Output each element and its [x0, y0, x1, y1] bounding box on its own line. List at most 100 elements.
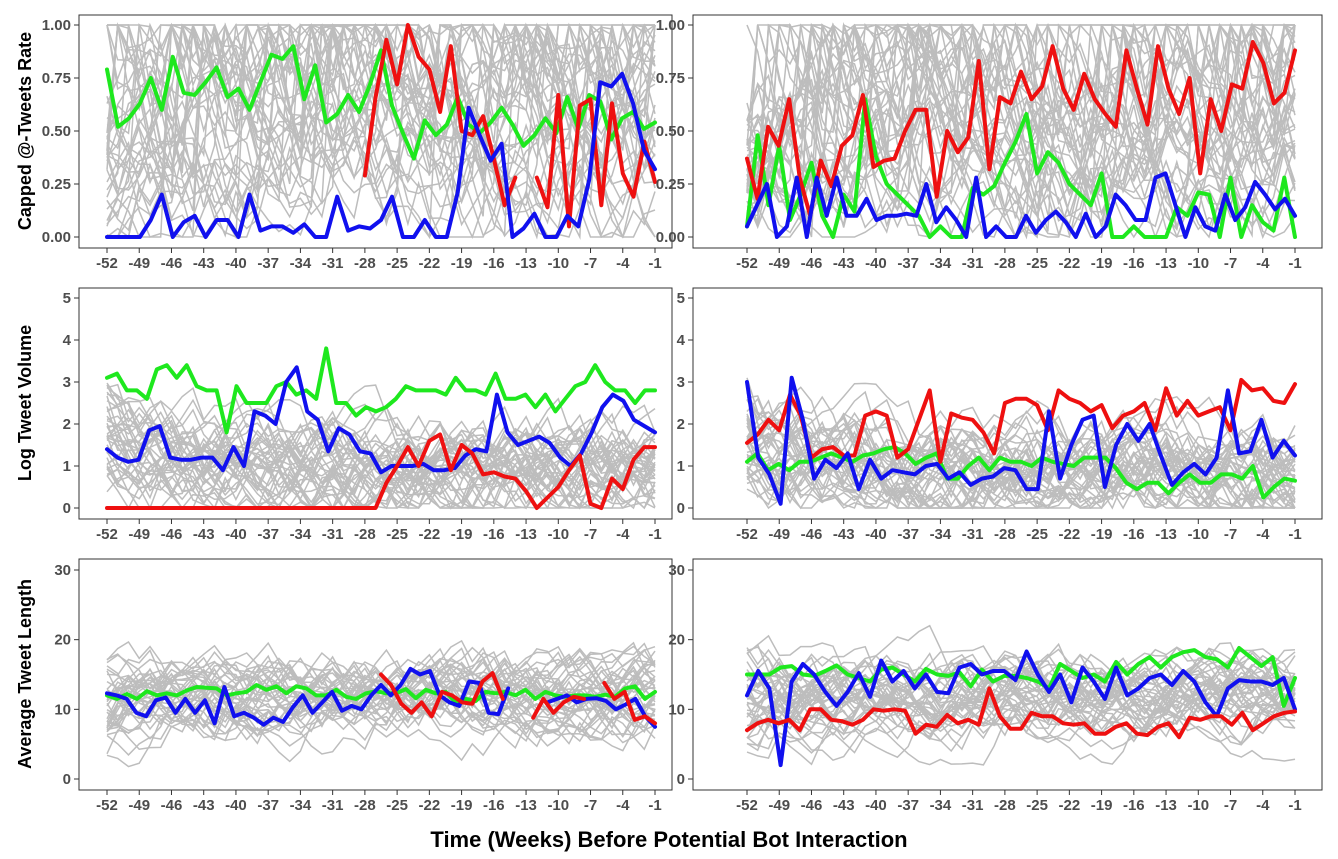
background-line	[746, 652, 1296, 729]
background-line	[746, 651, 1296, 744]
background-line	[106, 384, 656, 510]
background-line	[746, 23, 1296, 206]
x-tick-label: -52	[96, 255, 118, 272]
x-tick-label: -31	[962, 255, 984, 272]
x-tick-label: -13	[515, 255, 537, 272]
y-tick-label: 5	[677, 290, 685, 307]
x-tick-label: -34	[290, 797, 312, 814]
y-tick-label: 0.25	[42, 176, 71, 193]
x-tick-label: -49	[128, 255, 150, 272]
x-tick-label: -25	[1026, 255, 1048, 272]
y-tick-label: 30	[668, 562, 685, 579]
x-tick-label: -22	[419, 797, 441, 814]
x-tick-label: -16	[483, 526, 505, 543]
x-tick-label: -43	[833, 797, 855, 814]
background-line	[746, 423, 1296, 497]
x-tick-label: -25	[1026, 797, 1048, 814]
background-line	[106, 651, 656, 742]
background-line	[746, 432, 1296, 509]
x-tick-label: -10	[1187, 526, 1209, 543]
background-line	[746, 395, 1296, 500]
panel-1-1: -52 -49 -46 -43 -40 -37 -34 -31 -28 -25 -22 -19 -16-…	[677, 287, 1323, 543]
x-tick-label: -7	[584, 526, 597, 543]
y-axis-label: Capped @-Tweets Rate	[15, 32, 35, 230]
x-tick-label: -31	[962, 797, 984, 814]
x-tick-label: -40	[225, 255, 247, 272]
x-tick-label: -28	[354, 526, 376, 543]
y-tick-label: 0.75	[42, 70, 71, 87]
x-tick-label: -22	[419, 255, 441, 272]
y-tick-label: 0.50	[42, 123, 71, 140]
x-tick-label: -13	[515, 526, 537, 543]
background-line	[746, 664, 1296, 766]
background-line	[746, 22, 1296, 239]
background-line	[106, 421, 656, 510]
y-tick-label: 0	[677, 500, 685, 517]
x-tick-label: -31	[322, 797, 344, 814]
x-tick-label: -16	[1123, 526, 1145, 543]
background-line	[106, 22, 656, 208]
x-tick-label: -43	[833, 255, 855, 272]
x-tick-label: -28	[994, 255, 1016, 272]
x-tick-label: -7	[584, 255, 597, 272]
x-tick-label: -37	[257, 526, 279, 543]
panel-2-0: -52 -49 -46 -43 -40 -37 -34 -31 -28 -25 -22 -19 -16-…	[54, 558, 673, 814]
series-line-red	[534, 93, 657, 229]
x-tick-label: -43	[193, 255, 215, 272]
x-tick-label: -1	[1288, 797, 1301, 814]
x-tick-label: -31	[322, 255, 344, 272]
x-tick-label: -28	[354, 255, 376, 272]
x-tick-label: -46	[161, 526, 183, 543]
background-line	[107, 645, 656, 726]
x-tick-label: -4	[1256, 526, 1270, 543]
panel-1-0: -52 -49 -46 -43 -40 -37 -34 -31 -28 -25 -22 -19 -16-…	[63, 287, 673, 543]
x-tick-label: -19	[451, 526, 473, 543]
background-line	[746, 382, 1296, 509]
x-tick-label: -37	[897, 797, 919, 814]
x-tick-label: -46	[161, 255, 183, 272]
x-tick-label: -49	[768, 255, 790, 272]
x-tick-label: -43	[193, 526, 215, 543]
x-tick-label: -19	[1091, 255, 1113, 272]
background-line	[106, 22, 656, 238]
series-line-red	[745, 377, 1297, 464]
x-tick-label: -10	[547, 797, 569, 814]
series-line-blue	[105, 365, 657, 475]
y-tick-label: 5	[63, 290, 71, 307]
series-line-red	[745, 686, 1297, 740]
background-line	[746, 659, 1296, 735]
x-tick-label: -52	[96, 526, 118, 543]
x-tick-label: -4	[1256, 255, 1270, 272]
y-tick-label: 0	[63, 500, 71, 517]
x-tick-label: -40	[865, 797, 887, 814]
series-line-green	[745, 97, 1297, 239]
background-line	[746, 646, 1296, 733]
background-line	[746, 23, 1295, 238]
y-tick-label: 0.50	[656, 123, 685, 140]
x-tick-label: -4	[616, 255, 630, 272]
x-tick-label: -28	[354, 797, 376, 814]
x-tick-label: -43	[193, 797, 215, 814]
series-line-red	[379, 671, 505, 719]
x-tick-label: -10	[1187, 797, 1209, 814]
x-tick-label: -25	[386, 797, 408, 814]
x-tick-label: -7	[1224, 797, 1237, 814]
x-tick-label: -16	[483, 255, 505, 272]
x-tick-label: -16	[1123, 797, 1145, 814]
y-tick-label: 1	[677, 458, 685, 475]
series-line-green	[105, 346, 657, 435]
background-line	[106, 24, 656, 169]
panel-0-1: -52 -49 -46 -43 -40 -37 -34 -31 -28 -25 -22 -19 -16-…	[656, 14, 1323, 272]
y-tick-label: 0	[677, 771, 685, 788]
background-line	[106, 22, 656, 238]
x-tick-label: -1	[1288, 526, 1301, 543]
x-axis-label: Time (Weeks) Before Potential Bot Intera…	[430, 827, 907, 852]
y-tick-label: 10	[54, 701, 71, 718]
series-line-blue	[745, 171, 1297, 239]
panel-2-1: -52 -49 -46 -43 -40 -37 -34 -31 -28 -25 -22 -19 -16-…	[668, 558, 1323, 814]
background-line	[106, 22, 655, 220]
x-tick-label: -13	[1155, 255, 1177, 272]
y-tick-label: 1.00	[656, 17, 685, 34]
x-tick-label: -22	[1059, 255, 1081, 272]
